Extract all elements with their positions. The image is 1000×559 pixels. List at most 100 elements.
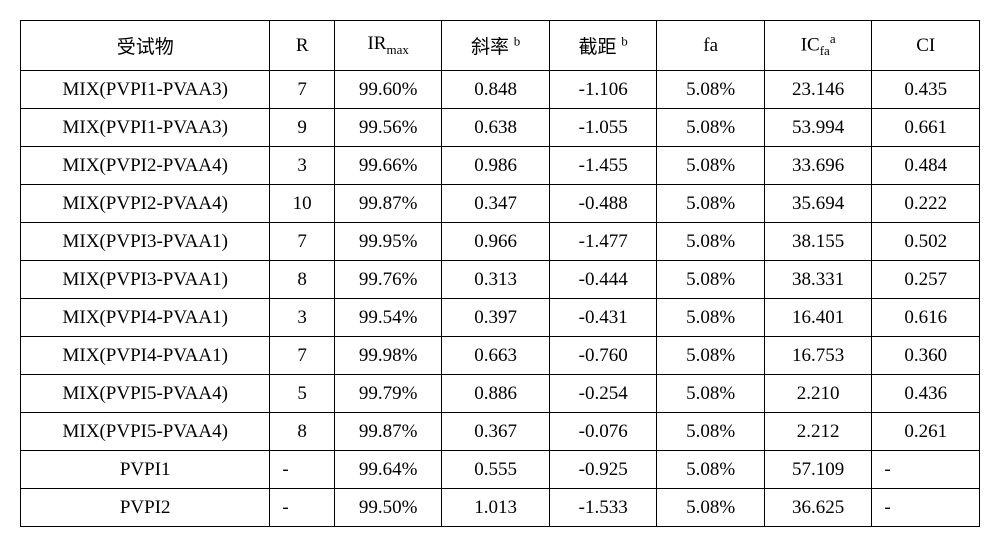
cell-icfa: 53.994: [764, 109, 872, 147]
cell-slope: 0.966: [442, 223, 550, 261]
cell-slope: 0.313: [442, 261, 550, 299]
cell-ci: 0.435: [872, 71, 980, 109]
icfa-base: IC: [801, 35, 820, 56]
cell-intercept: -0.254: [549, 375, 657, 413]
cell-name: PVPI2: [21, 489, 270, 527]
cell-name: MIX(PVPI2-PVAA4): [21, 185, 270, 223]
table-row: MIX(PVPI1-PVAA3)799.60%0.848-1.1065.08%2…: [21, 71, 980, 109]
cell-intercept: -1.055: [549, 109, 657, 147]
col-header-fa: fa: [657, 21, 765, 71]
cell-slope: 0.367: [442, 413, 550, 451]
cell-fa: 5.08%: [657, 451, 765, 489]
cell-icfa: 16.753: [764, 337, 872, 375]
cell-ci: -: [872, 489, 980, 527]
intercept-base: 截距: [579, 37, 617, 58]
cell-ci: -: [872, 451, 980, 489]
table-row: MIX(PVPI5-PVAA4)599.79%0.886-0.2545.08%2…: [21, 375, 980, 413]
cell-slope: 0.663: [442, 337, 550, 375]
table-row: MIX(PVPI1-PVAA3)999.56%0.638-1.0555.08%5…: [21, 109, 980, 147]
cell-intercept: -1.455: [549, 147, 657, 185]
col-header-r: R: [270, 21, 335, 71]
cell-irmax: 99.87%: [334, 413, 442, 451]
data-table: 受试物 R IRmax 斜率 b 截距 b fa ICfaa CI MIX(PV…: [20, 20, 980, 527]
cell-fa: 5.08%: [657, 109, 765, 147]
slope-base: 斜率: [471, 37, 509, 58]
cell-fa: 5.08%: [657, 71, 765, 109]
cell-slope: 0.848: [442, 71, 550, 109]
cell-r: -: [270, 489, 335, 527]
cell-r: -: [270, 451, 335, 489]
cell-slope: 0.638: [442, 109, 550, 147]
cell-fa: 5.08%: [657, 413, 765, 451]
table-row: MIX(PVPI2-PVAA4)399.66%0.986-1.4555.08%3…: [21, 147, 980, 185]
cell-fa: 5.08%: [657, 337, 765, 375]
cell-r: 8: [270, 413, 335, 451]
cell-name: MIX(PVPI5-PVAA4): [21, 375, 270, 413]
cell-fa: 5.08%: [657, 185, 765, 223]
col-header-name: 受试物: [21, 21, 270, 71]
cell-r: 3: [270, 299, 335, 337]
cell-fa: 5.08%: [657, 223, 765, 261]
cell-irmax: 99.54%: [334, 299, 442, 337]
cell-intercept: -0.925: [549, 451, 657, 489]
intercept-sup: b: [621, 34, 628, 49]
cell-slope: 1.013: [442, 489, 550, 527]
cell-ci: 0.484: [872, 147, 980, 185]
cell-irmax: 99.66%: [334, 147, 442, 185]
cell-r: 7: [270, 223, 335, 261]
cell-r: 3: [270, 147, 335, 185]
cell-name: MIX(PVPI5-PVAA4): [21, 413, 270, 451]
col-header-intercept: 截距 b: [549, 21, 657, 71]
cell-name: MIX(PVPI1-PVAA3): [21, 71, 270, 109]
cell-r: 5: [270, 375, 335, 413]
irmax-sub: max: [386, 42, 408, 57]
col-header-irmax: IRmax: [334, 21, 442, 71]
cell-name: PVPI1: [21, 451, 270, 489]
cell-intercept: -0.760: [549, 337, 657, 375]
cell-icfa: 23.146: [764, 71, 872, 109]
cell-fa: 5.08%: [657, 489, 765, 527]
cell-icfa: 33.696: [764, 147, 872, 185]
cell-r: 9: [270, 109, 335, 147]
cell-irmax: 99.76%: [334, 261, 442, 299]
table-row: MIX(PVPI2-PVAA4)1099.87%0.347-0.4885.08%…: [21, 185, 980, 223]
cell-fa: 5.08%: [657, 261, 765, 299]
cell-intercept: -1.477: [549, 223, 657, 261]
cell-intercept: -1.533: [549, 489, 657, 527]
cell-irmax: 99.64%: [334, 451, 442, 489]
cell-r: 7: [270, 337, 335, 375]
icfa-sup: a: [830, 31, 836, 46]
cell-irmax: 99.98%: [334, 337, 442, 375]
cell-fa: 5.08%: [657, 299, 765, 337]
icfa-sub: fa: [820, 44, 830, 59]
cell-icfa: 38.155: [764, 223, 872, 261]
cell-icfa: 57.109: [764, 451, 872, 489]
cell-ci: 0.661: [872, 109, 980, 147]
cell-intercept: -1.106: [549, 71, 657, 109]
cell-slope: 0.555: [442, 451, 550, 489]
cell-irmax: 99.50%: [334, 489, 442, 527]
cell-ci: 0.360: [872, 337, 980, 375]
cell-name: MIX(PVPI3-PVAA1): [21, 261, 270, 299]
cell-icfa: 2.210: [764, 375, 872, 413]
cell-intercept: -0.431: [549, 299, 657, 337]
cell-ci: 0.502: [872, 223, 980, 261]
table-row: MIX(PVPI4-PVAA1)399.54%0.397-0.4315.08%1…: [21, 299, 980, 337]
table-body: MIX(PVPI1-PVAA3)799.60%0.848-1.1065.08%2…: [21, 71, 980, 527]
col-header-slope: 斜率 b: [442, 21, 550, 71]
col-header-icfa: ICfaa: [764, 21, 872, 71]
cell-icfa: 36.625: [764, 489, 872, 527]
cell-ci: 0.436: [872, 375, 980, 413]
cell-irmax: 99.87%: [334, 185, 442, 223]
table-header-row: 受试物 R IRmax 斜率 b 截距 b fa ICfaa CI: [21, 21, 980, 71]
cell-fa: 5.08%: [657, 375, 765, 413]
cell-name: MIX(PVPI2-PVAA4): [21, 147, 270, 185]
table-row: PVPI1-99.64%0.555-0.9255.08%57.109-: [21, 451, 980, 489]
cell-irmax: 99.79%: [334, 375, 442, 413]
col-header-ci: CI: [872, 21, 980, 71]
table-row: MIX(PVPI5-PVAA4)899.87%0.367-0.0765.08%2…: [21, 413, 980, 451]
table-row: PVPI2-99.50%1.013-1.5335.08%36.625-: [21, 489, 980, 527]
cell-slope: 0.986: [442, 147, 550, 185]
cell-icfa: 35.694: [764, 185, 872, 223]
cell-intercept: -0.444: [549, 261, 657, 299]
